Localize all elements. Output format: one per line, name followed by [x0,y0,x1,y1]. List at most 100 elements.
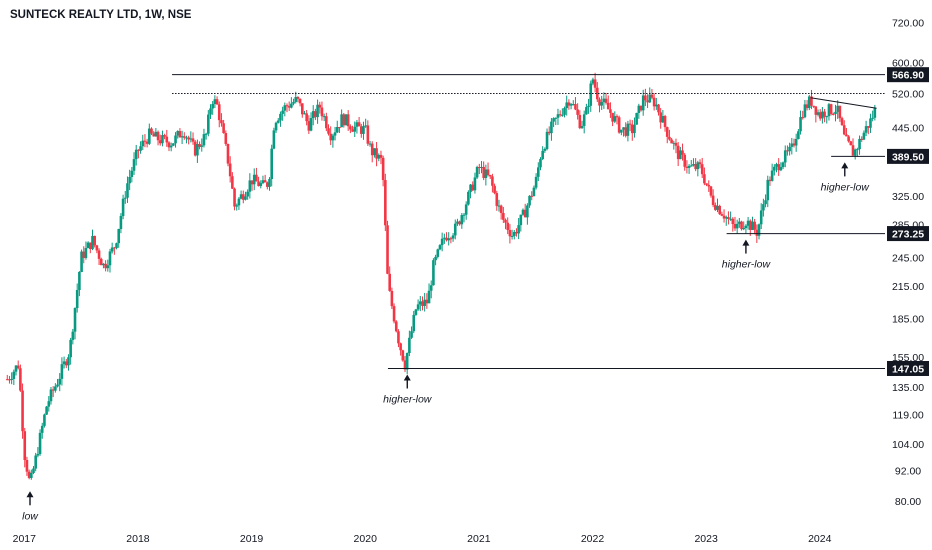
candle [134,144,138,166]
candle-body [534,176,538,188]
candle-body [766,179,770,201]
candle-body [746,220,750,226]
candle-body [727,217,730,220]
candle [856,147,859,157]
candle-body [624,127,628,136]
candle-body [856,149,859,151]
candle-body [259,183,263,187]
candle [578,110,582,130]
candle [62,356,66,369]
candle-body [659,112,662,123]
candle-body [161,135,164,144]
candle-body [700,164,704,175]
candle-body [724,217,728,219]
candle [270,144,273,187]
candle-body [711,195,715,206]
candle-body [148,128,151,144]
candle [228,156,232,183]
candle-body [866,126,870,128]
candle [30,469,33,480]
candle [248,173,252,199]
candle [263,174,267,183]
candle [458,220,461,226]
candle [687,164,691,174]
candle-body [108,251,112,266]
candle-body [60,364,64,379]
candle-body [290,103,293,108]
candle-body [349,126,352,130]
candle-body [873,108,877,118]
candle [255,167,258,182]
y-tick-label: 445.00 [892,122,924,134]
candle-body [515,231,518,234]
candle [672,140,676,150]
candle [685,160,689,174]
candle [694,158,697,172]
candle-body [255,174,258,182]
candle [423,292,426,312]
candle [794,133,798,152]
candle [95,244,99,254]
candle [530,191,534,201]
candle [436,248,440,259]
candle [510,229,514,240]
candle-body [443,237,446,239]
candle-body [204,133,208,135]
candle [211,101,214,115]
candle-body [847,136,850,142]
candle-body [617,117,621,133]
candle-body [21,390,24,432]
candle [246,189,249,200]
candle-body [401,350,405,361]
candle-body [325,116,328,129]
candle-body [757,224,761,236]
candle [381,155,385,187]
candle [97,248,101,265]
candle [390,287,394,310]
candle [696,160,700,177]
candle-body [707,184,711,187]
candle-body [176,131,180,136]
candle [27,469,31,480]
price-badge [887,226,929,242]
candle-body [25,459,29,472]
candle [731,217,735,232]
candle-body [169,145,173,148]
candle-body [565,102,569,109]
candle-body [628,123,632,125]
candle [757,223,761,240]
candle [714,202,717,211]
candle-body [637,105,641,113]
candle [502,206,505,224]
candle-body [397,331,400,344]
candle [257,176,260,187]
candle-body [97,250,101,259]
candle-body [342,114,346,126]
candle-body [552,118,555,122]
candle-body [816,112,820,115]
candle-body [622,127,625,130]
candle [738,218,741,228]
candle [547,126,551,136]
candle [425,293,429,309]
candle-body [810,96,813,106]
candle [742,221,746,231]
candle-body [517,225,520,234]
candle-body [456,221,459,224]
candle-body [845,134,848,137]
candle-body [801,117,805,119]
candle-body [735,223,739,229]
candle-body [788,146,791,152]
candle-body [403,360,407,370]
candle-body [244,196,247,200]
candle [709,185,713,198]
candle-body [51,389,55,391]
candle [871,110,874,122]
candle-body [576,109,579,115]
candle-body [663,116,667,128]
price-badge [887,67,929,83]
candle [469,183,472,199]
candle [674,138,678,154]
candle-body [12,371,16,379]
